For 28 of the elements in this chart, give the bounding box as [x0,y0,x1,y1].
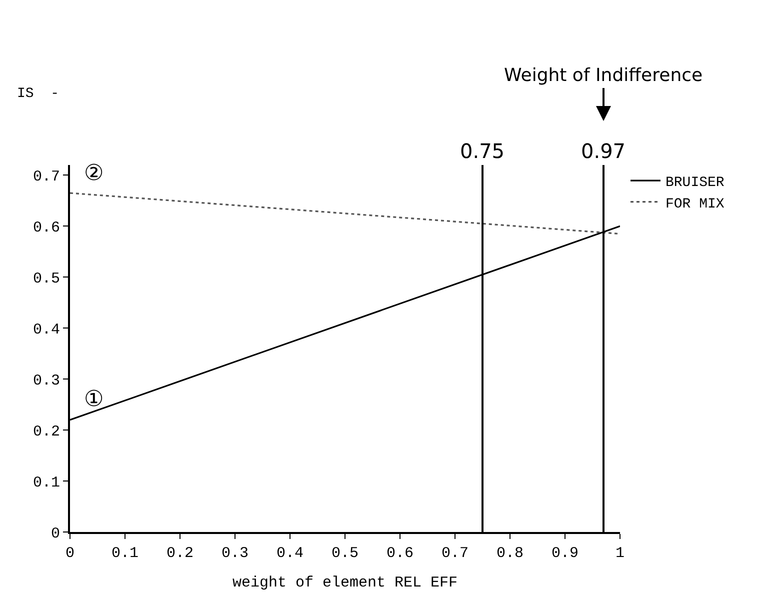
y-tick-label: 0.3 [32,372,60,390]
x-tick-label: 0.8 [496,545,524,562]
y-tick-label: 0.5 [32,270,60,288]
y-tick-label: 0.6 [32,219,60,236]
text: Weight of Indifference [504,65,703,86]
y-tick-label: 0.7 [32,168,60,186]
annotation: ① [84,387,104,412]
x-tick-label: 0.2 [166,545,194,562]
y-tick-label: 0.2 [32,423,60,440]
ref-line-label: 0.75 [460,139,505,163]
legend-label: FOR MIX [666,196,725,212]
x-tick-label: 1 [615,545,625,562]
x-tick-label: 0.9 [551,545,579,562]
y-tick-label: 0.1 [32,474,60,492]
ref-line-label: 0.97 [581,139,626,163]
text: IS - [17,86,60,102]
y-tick-label: 0 [50,525,60,542]
x-tick-label: 0.6 [386,545,414,562]
annotation: ② [84,161,104,186]
x-tick-label: 0 [65,545,75,562]
x-tick-label: 0.5 [331,545,359,562]
x-tick-label: 0.1 [111,545,139,562]
x-axis-title: weight of element REL EFF [232,574,458,592]
x-tick-label: 0.4 [276,545,304,562]
y-tick-label: 0.4 [32,321,60,338]
x-tick-label: 0.3 [221,545,249,562]
legend-label: BRUISER [666,175,725,192]
x-tick-label: 0.7 [441,545,469,562]
